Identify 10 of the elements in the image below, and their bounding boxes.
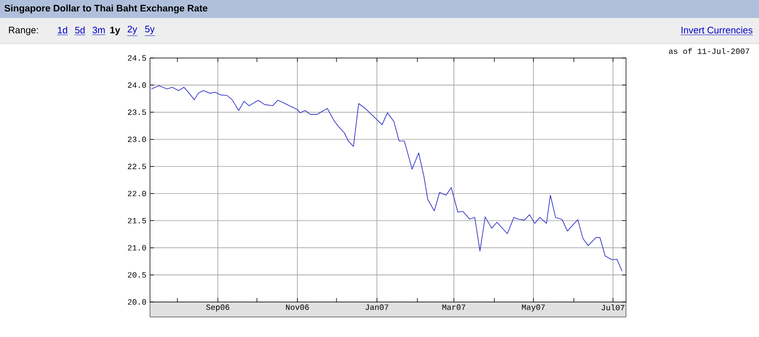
text: Range: (8, 26, 38, 36)
text: 5y (145, 26, 155, 34)
text: 2y (128, 26, 138, 34)
text: 1y (110, 26, 120, 36)
chart-title: Singapore Dollar to Thai Baht Exchange Rate (4, 4, 208, 14)
line-series (150, 85, 622, 272)
text: Invert Currencies (682, 26, 752, 34)
text: 1d (58, 26, 68, 34)
text: 3m (92, 26, 105, 34)
text: 5d (75, 26, 85, 34)
